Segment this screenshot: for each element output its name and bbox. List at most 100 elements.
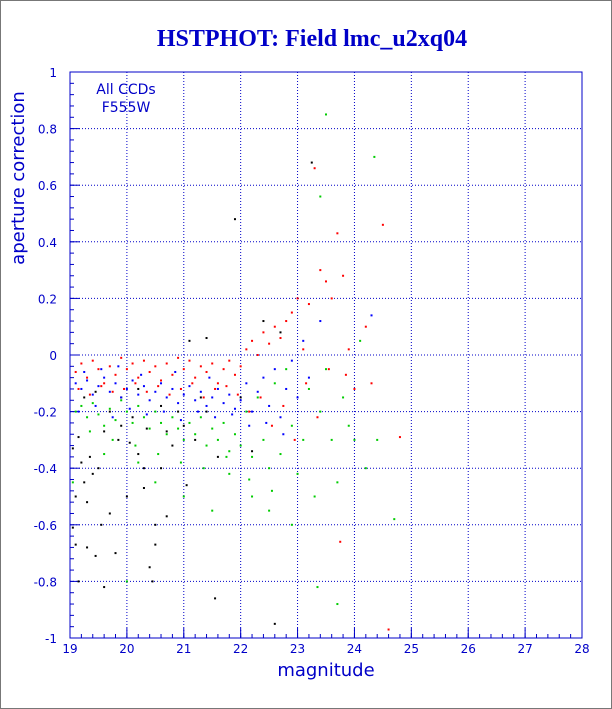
- data-point: [279, 416, 282, 419]
- data-point: [222, 421, 225, 424]
- data-point: [251, 495, 254, 498]
- data-point: [248, 410, 251, 413]
- data-point: [128, 407, 131, 410]
- data-point: [205, 410, 208, 413]
- data-point: [273, 382, 276, 385]
- tick-labels: 19 20 21 22 23 24 25 26 27 28 -1 -0.8 -0.6 -0.4 -0.2 0 0…: [34, 66, 590, 656]
- data-point: [91, 402, 94, 405]
- data-point: [202, 467, 205, 470]
- data-point: [88, 430, 91, 433]
- data-point: [307, 376, 310, 379]
- data-point: [148, 566, 151, 569]
- data-point: [336, 232, 339, 235]
- data-point: [185, 484, 188, 487]
- data-point: [302, 348, 305, 351]
- data-point: [194, 433, 197, 436]
- data-point: [131, 416, 134, 419]
- data-point: [285, 368, 288, 371]
- data-point: [387, 628, 390, 631]
- data-point: [165, 433, 168, 436]
- data-point: [222, 402, 225, 405]
- data-point: [114, 552, 117, 555]
- data-point: [182, 368, 185, 371]
- y-tick-label: 0.6: [38, 179, 57, 193]
- x-tick-label: 21: [176, 642, 191, 656]
- data-point: [310, 161, 313, 164]
- data-point: [165, 362, 168, 365]
- data-point: [302, 339, 305, 342]
- data-point: [148, 427, 151, 430]
- data-point: [211, 427, 214, 430]
- data-point: [205, 444, 208, 447]
- data-point: [319, 320, 322, 323]
- data-point: [111, 390, 114, 393]
- data-point: [233, 218, 236, 221]
- annotation-ccds: All CCDs: [96, 82, 155, 98]
- data-point: [285, 320, 288, 323]
- data-point: [216, 382, 219, 385]
- data-point: [174, 370, 177, 373]
- data-point: [282, 404, 285, 407]
- data-point: [239, 444, 242, 447]
- y-tick-label: 1: [49, 66, 57, 80]
- data-point: [160, 404, 163, 407]
- data-point: [74, 495, 77, 498]
- data-point: [268, 467, 271, 470]
- data-point: [142, 359, 145, 362]
- x-tick-label: 19: [62, 642, 77, 656]
- data-point: [131, 421, 134, 424]
- data-point: [270, 489, 273, 492]
- data-point: [137, 393, 140, 396]
- data-point: [77, 580, 80, 583]
- data-point: [134, 382, 137, 385]
- data-point: [307, 387, 310, 390]
- data-point: [208, 376, 211, 379]
- data-point: [239, 396, 242, 399]
- data-point: [108, 410, 111, 413]
- data-point: [111, 416, 114, 419]
- data-point: [364, 325, 367, 328]
- y-tick-label: -0.2: [34, 406, 57, 420]
- data-point: [233, 407, 236, 410]
- data-point: [108, 407, 111, 410]
- x-tick-label: 23: [290, 642, 305, 656]
- data-point: [233, 373, 236, 376]
- data-point: [80, 362, 83, 365]
- data-point: [171, 373, 174, 376]
- data-point: [71, 526, 74, 529]
- data-point: [325, 280, 327, 283]
- data-point: [91, 359, 94, 362]
- data-point: [342, 274, 345, 277]
- data-point: [123, 387, 126, 390]
- data-point: [279, 453, 282, 456]
- data-point: [214, 387, 217, 390]
- data-point: [171, 416, 174, 419]
- data-point: [100, 368, 103, 371]
- data-point: [177, 410, 180, 413]
- data-point: [273, 622, 276, 625]
- data-point: [111, 438, 114, 441]
- data-point: [142, 416, 145, 419]
- data-point: [231, 413, 234, 416]
- data-point: [117, 438, 120, 441]
- y-tick-label: -0.4: [34, 462, 57, 476]
- data-point: [216, 438, 219, 441]
- data-point: [74, 543, 77, 546]
- x-tick-label: 25: [404, 642, 419, 656]
- data-point: [77, 410, 80, 413]
- data-point: [251, 339, 254, 342]
- y-axis-label: aperture correction: [8, 91, 29, 265]
- data-point: [160, 421, 163, 424]
- data-point: [91, 472, 94, 475]
- data-point: [120, 356, 123, 359]
- data-point: [108, 512, 111, 515]
- y-tick-label: 0.2: [38, 292, 57, 306]
- data-point: [273, 368, 276, 371]
- data-point: [86, 416, 89, 419]
- data-point: [114, 382, 117, 385]
- data-point: [86, 376, 89, 379]
- data-point: [211, 396, 214, 399]
- data-point: [100, 523, 103, 526]
- data-point: [125, 387, 128, 390]
